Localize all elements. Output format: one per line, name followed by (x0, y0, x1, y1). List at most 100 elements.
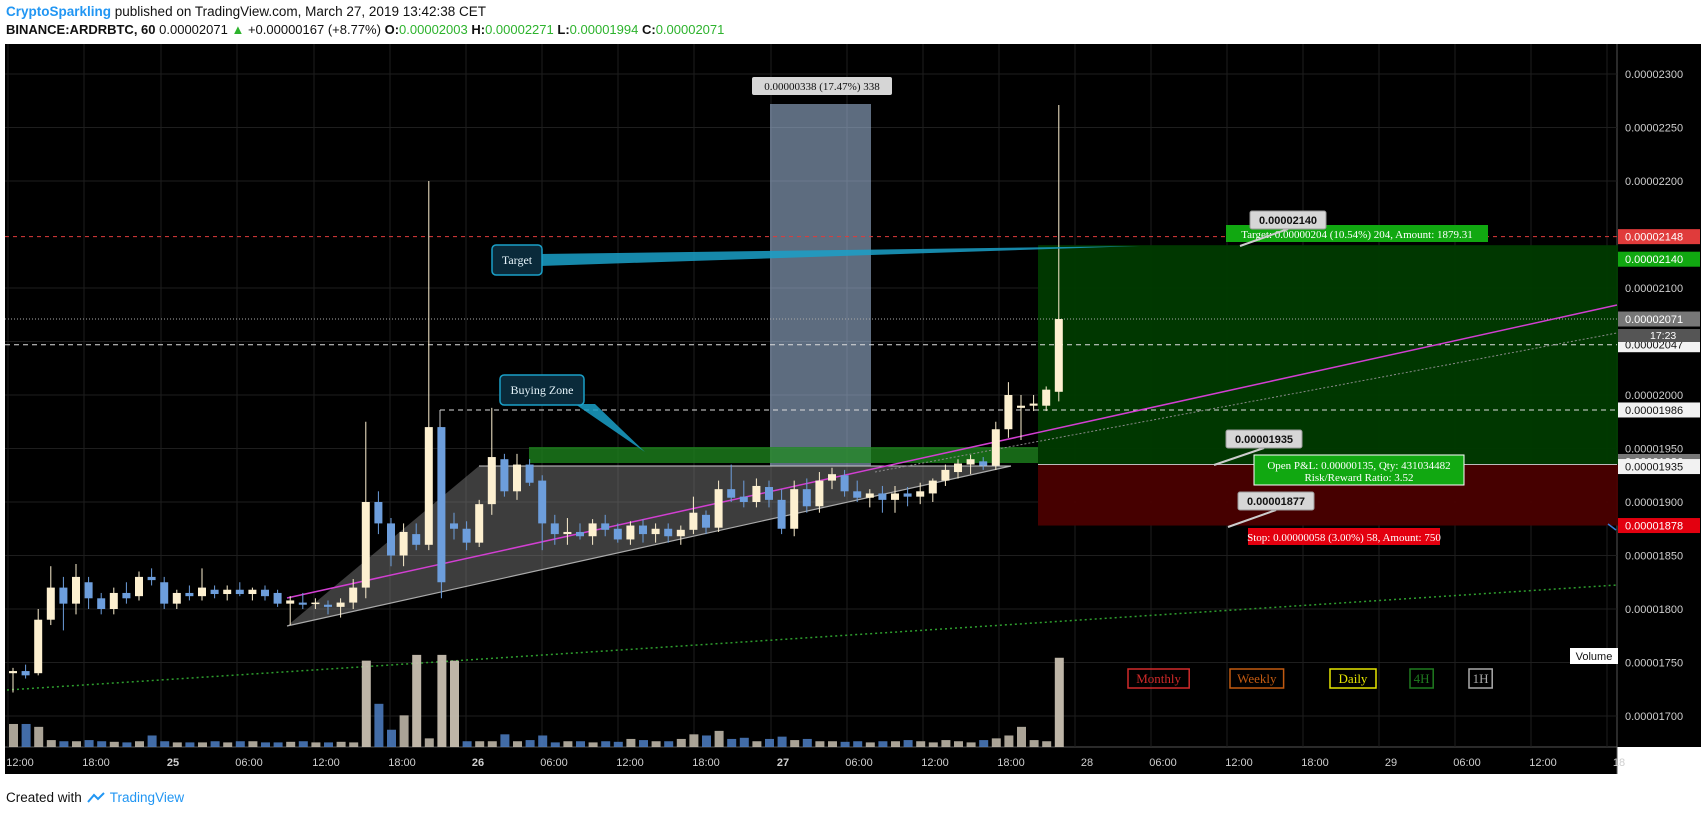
tradingview-link[interactable]: TradingView (109, 790, 185, 805)
candle-body (739, 496, 748, 502)
timeframe-box (1127, 668, 1190, 689)
volume-bar (84, 740, 94, 747)
timeframe-monthly: Monthly (1136, 671, 1181, 686)
volume-bar (853, 741, 863, 747)
price-tag-bg (1618, 402, 1700, 418)
volume-bar (349, 742, 359, 747)
candle-body (399, 531, 408, 556)
y-tick-label: 0.00001850 (1625, 551, 1683, 563)
candle-body (563, 531, 572, 535)
volume-bar (702, 735, 711, 747)
volume-bar (513, 741, 522, 747)
candle-body (626, 525, 635, 540)
volume-bar (387, 729, 396, 747)
y-tick-label: 0.00001750 (1625, 658, 1683, 670)
candle-body (928, 480, 937, 494)
volume-bar (109, 741, 119, 747)
high-value: 0.00002271 (485, 22, 554, 37)
change-value: +0.00000167 (+8.77%) (247, 22, 381, 37)
x-tick-label: 29 (1385, 757, 1397, 769)
volume-bar (954, 741, 963, 747)
candle-body (172, 592, 181, 604)
volume-bar (298, 741, 308, 747)
price-tag: 0.00001878 (1625, 521, 1683, 533)
candle-body (525, 464, 534, 483)
candle-body (601, 523, 610, 530)
volume-bar (424, 738, 434, 747)
volume-bar (487, 741, 497, 747)
close-label: C: (641, 22, 656, 37)
candle-body (752, 485, 761, 502)
footer: Created with TradingView (6, 790, 184, 805)
candle-body (613, 528, 622, 540)
stop-label-bg (1248, 528, 1440, 545)
timeframe-box (1229, 668, 1285, 689)
x-tick-label: 25 (167, 757, 179, 769)
volume-bar (588, 742, 598, 747)
candle-body (702, 514, 710, 528)
candle-body (450, 523, 458, 529)
countdown-label: 17:23 (1650, 330, 1676, 342)
scroll-arrow-icon (1607, 523, 1617, 531)
buying-zone (529, 447, 1038, 463)
callout-target-bg (1249, 210, 1327, 230)
candle-body (235, 589, 244, 595)
publisher-line: CryptoSparkling published on TradingView… (6, 4, 486, 19)
candle-body (664, 528, 673, 537)
candle-body (991, 429, 1000, 466)
price-axis (1617, 44, 1701, 747)
x-tick-label: 06:00 (540, 757, 568, 769)
time-axis (5, 747, 1617, 774)
volume-bar (324, 742, 333, 747)
timeframe-daily: Daily (1339, 671, 1368, 686)
candle-body (865, 493, 874, 498)
close-value: 0.00002071 (655, 22, 725, 37)
y-tick-label: 0.00002200 (1625, 176, 1683, 188)
buying-zone-annotation-bg (499, 374, 585, 406)
timeframe-box (1409, 668, 1434, 689)
callout-target: 0.00002140 (1259, 215, 1317, 227)
volume-bar (739, 737, 749, 747)
candle-body (714, 489, 723, 528)
candle-body (639, 525, 647, 535)
trendline-green (6, 584, 1618, 691)
candle-body (689, 512, 698, 530)
symbol-name: BINANCE:ARDRBTC, 60 (6, 22, 156, 37)
volume-bar (72, 741, 81, 747)
timeframe-box (1468, 668, 1493, 689)
volume-bar (172, 742, 182, 747)
x-tick-label: 18:00 (692, 757, 720, 769)
volume-bar (639, 740, 648, 747)
candle-body (135, 576, 143, 597)
callout-target-pointer (1239, 228, 1289, 247)
candle-body (790, 489, 799, 529)
volume-bar (450, 660, 459, 747)
volume-bar (160, 741, 170, 747)
volume-bar (550, 742, 560, 747)
x-tick-label: 06:00 (1149, 757, 1177, 769)
candle-body (273, 592, 282, 604)
candle-body (765, 487, 773, 500)
volume-bar (273, 742, 283, 747)
candle-body (248, 589, 257, 595)
candle-body (588, 523, 597, 537)
target-annotation-pointer (540, 246, 1140, 266)
volume-bar (34, 726, 44, 747)
volume-bar (1042, 741, 1052, 747)
x-tick-label: 06:00 (845, 757, 873, 769)
volume-bar (714, 730, 724, 747)
measure-range (770, 104, 871, 466)
volume-bar (991, 738, 1001, 747)
volume-bar (802, 738, 812, 747)
candle-body (1004, 395, 1013, 430)
volume-bar (437, 654, 447, 747)
candle-body (349, 587, 358, 603)
volume-bar (676, 738, 686, 747)
volume-bar (765, 738, 774, 747)
author-link[interactable]: CryptoSparkling (6, 4, 112, 19)
volume-bar (374, 703, 384, 747)
x-tick-label: 18:00 (997, 757, 1025, 769)
volume-tag-bg (1570, 648, 1618, 664)
candle-body (261, 589, 269, 597)
